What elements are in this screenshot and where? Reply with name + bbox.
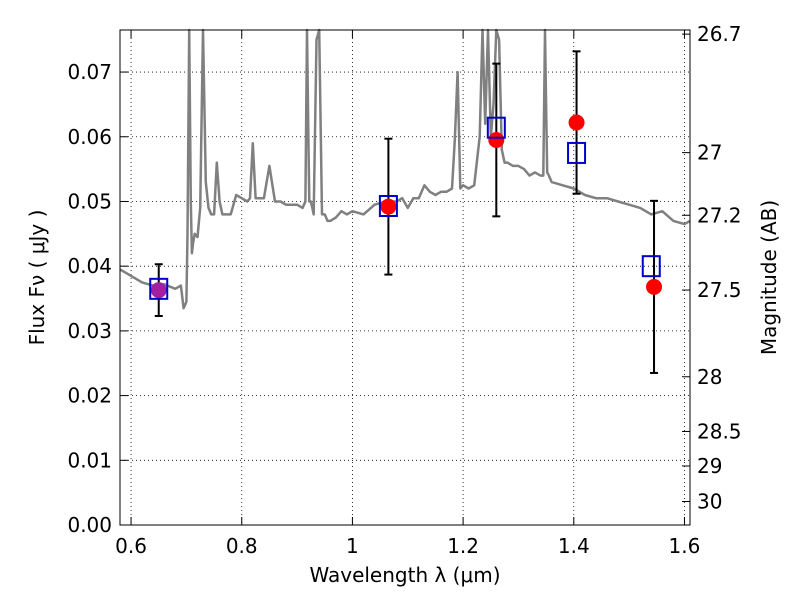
model-photometry-marker bbox=[567, 141, 587, 164]
x-tick-label: 0.8 bbox=[226, 534, 258, 558]
observed-point bbox=[568, 114, 585, 131]
model-photometry-marker bbox=[641, 255, 661, 278]
mag-tick-label: 29 bbox=[697, 454, 722, 478]
y2-axis-title: Magnitude (AB) bbox=[757, 200, 781, 355]
observed-point bbox=[150, 282, 167, 299]
y-tick-label: 0.07 bbox=[67, 60, 112, 84]
mag-tick-label: 26.7 bbox=[697, 22, 742, 46]
mag-tick-label: 30 bbox=[697, 490, 722, 514]
mag-tick-label: 27.5 bbox=[697, 278, 742, 302]
y-tick-label: 0.02 bbox=[67, 384, 112, 408]
observed-point bbox=[488, 132, 505, 148]
model-photometry-marker bbox=[149, 277, 169, 300]
model-photometry-marker bbox=[486, 116, 506, 139]
observed-point bbox=[646, 278, 663, 295]
axis-ticks bbox=[120, 30, 690, 526]
model-photometry-markers bbox=[149, 116, 661, 300]
y-tick-label: 0.01 bbox=[67, 448, 112, 472]
model-spectrum-line bbox=[119, 28, 691, 310]
y-tick-label: 0.05 bbox=[67, 189, 112, 213]
plot-frame bbox=[119, 29, 691, 526]
model-spectrum bbox=[119, 28, 691, 310]
observed-point bbox=[380, 198, 397, 215]
mag-tick-label: 27.2 bbox=[697, 203, 742, 227]
x-tick-label: 1.4 bbox=[558, 534, 590, 558]
y-tick-label: 0.04 bbox=[67, 254, 112, 278]
mag-tick-label: 28 bbox=[697, 365, 722, 389]
observed-points bbox=[150, 114, 663, 299]
y-tick-label: 0.06 bbox=[67, 125, 112, 149]
model-photometry-marker bbox=[378, 195, 398, 217]
mag-tick-label: 28.5 bbox=[697, 419, 742, 443]
x-tick-label: 1 bbox=[346, 534, 359, 558]
y-tick-label: 0.00 bbox=[67, 513, 112, 537]
x-tick-label: 1.2 bbox=[447, 534, 479, 558]
mag-tick-label: 27 bbox=[697, 141, 722, 165]
x-tick-label: 0.6 bbox=[115, 534, 147, 558]
y-axis-title: Flux Fν ( μJy ) bbox=[25, 210, 49, 346]
x-tick-label: 1.6 bbox=[669, 534, 701, 558]
x-axis-title: Wavelength λ (μm) bbox=[309, 563, 500, 587]
tick-labels: 0.6 0.8 1 1.2 1.4 1.6 0.00 0.01 0.02 0.03 0.04 0.05… bbox=[67, 22, 741, 558]
y-tick-label: 0.03 bbox=[67, 319, 112, 343]
